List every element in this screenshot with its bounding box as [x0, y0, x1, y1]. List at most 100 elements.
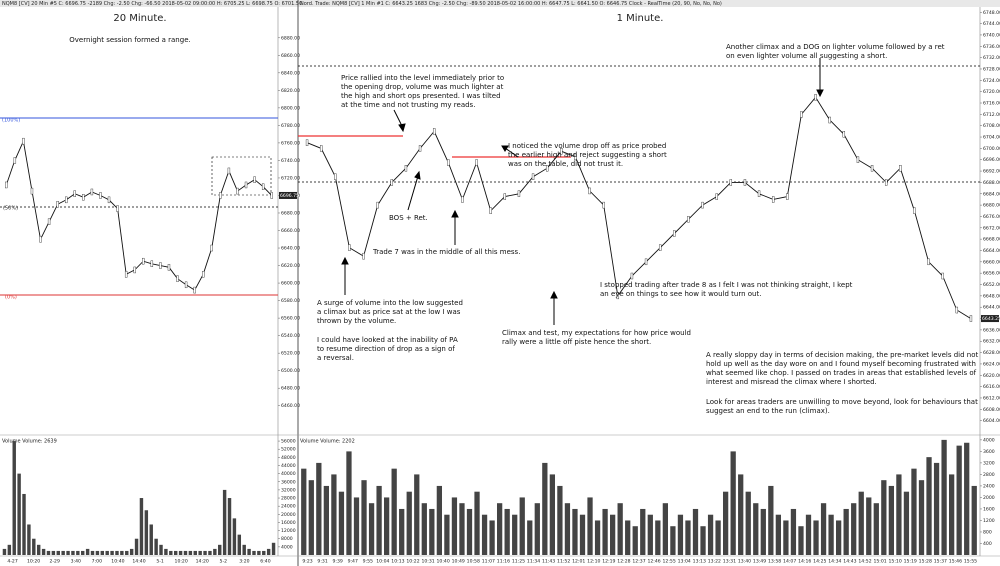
- price-bar: [927, 258, 930, 266]
- y-tick-label: 28000: [281, 496, 296, 502]
- volume-bar: [512, 514, 518, 555]
- volume-bar: [252, 550, 256, 555]
- annotation: on even lighter volume all suggesting a …: [726, 52, 887, 60]
- price-bar: [150, 260, 154, 268]
- y-tick-label: 6708.00: [983, 123, 1000, 129]
- volume-bar: [154, 538, 158, 555]
- price-bar: [202, 271, 205, 278]
- range-box: [211, 156, 272, 196]
- y-tick-label: 4000: [281, 544, 293, 550]
- volume-bar: [149, 524, 153, 555]
- price-bar: [630, 272, 634, 280]
- y-tick-label: 6604.00: [983, 418, 1000, 424]
- annotation: what seemed like chop. I passed on trade…: [706, 369, 977, 377]
- volume-bar: [858, 491, 864, 555]
- price-bar: [941, 272, 944, 280]
- annotation: rally were a little off piste hence the …: [502, 338, 651, 346]
- volume-bar: [406, 491, 412, 555]
- price-bar: [461, 196, 464, 203]
- volume-bar: [820, 503, 827, 555]
- price-bar: [969, 315, 973, 322]
- price-bar: [418, 145, 422, 152]
- x-tick-label: 10:49: [452, 559, 465, 565]
- volume-bar: [828, 514, 834, 555]
- volume-bar: [707, 514, 714, 555]
- price-bar: [176, 275, 179, 282]
- price-bar: [687, 216, 690, 223]
- y-tick-label: 6880.00: [281, 35, 300, 41]
- x-tick-label: 15:19: [904, 559, 917, 565]
- y-tick-label: 6680.00: [281, 210, 300, 216]
- price-bar: [116, 205, 119, 212]
- volume-bar: [183, 550, 188, 555]
- price-bar: [107, 196, 111, 204]
- volume-bar: [178, 550, 183, 555]
- x-tick-label: 12:37: [632, 559, 645, 565]
- volume-bar: [632, 526, 638, 555]
- level-label: (0%): [5, 295, 17, 301]
- volume-bar: [61, 550, 65, 555]
- volume-label: Volume Volume: 2202: [300, 439, 355, 445]
- arrow: [407, 175, 419, 211]
- price-bar: [884, 179, 888, 186]
- volume-bar: [338, 491, 345, 555]
- y-tick-label: 40000: [281, 471, 296, 477]
- annotation: was on the table, did not trust it.: [508, 160, 623, 168]
- volume-bar: [193, 550, 197, 555]
- x-tick-label: 14:25: [813, 559, 826, 565]
- x-tick-label: 12:01: [572, 559, 585, 565]
- y-tick-label: 6724.00: [983, 78, 1000, 84]
- x-tick-label: 10:04: [376, 559, 389, 565]
- x-tick-label: 13:13: [693, 559, 706, 565]
- x-tick-label: 11:52: [557, 559, 570, 565]
- volume-bar: [66, 550, 70, 555]
- volume-bar: [768, 485, 774, 555]
- price-bar: [913, 207, 916, 214]
- x-tick-label: 12:10: [587, 559, 600, 565]
- volume-bar: [346, 451, 352, 555]
- x-tick-label: 11:43: [542, 559, 555, 565]
- y-tick-label: 6664.00: [983, 248, 1000, 254]
- x-tick-label: 15:01: [873, 559, 886, 565]
- x-tick-label: 9:23: [302, 559, 312, 565]
- y-tick-label: 2000: [983, 495, 995, 501]
- volume-bar: [760, 508, 766, 555]
- volume-bar: [414, 474, 420, 555]
- y-tick-label: 6636.00: [983, 327, 1000, 333]
- price-bar: [5, 181, 8, 189]
- arrow-head: [414, 170, 421, 180]
- y-tick-label: 6740.00: [281, 158, 300, 164]
- volume-bar: [896, 474, 902, 555]
- volume-bar: [722, 491, 729, 555]
- price-bar: [743, 179, 747, 186]
- volume-bar: [391, 468, 397, 555]
- y-tick-label: 6620.00: [281, 263, 300, 269]
- y-tick-label: 6648.00: [983, 293, 1000, 299]
- x-tick-label: 9:39: [333, 559, 343, 565]
- price-bar: [757, 190, 761, 197]
- price-bar: [489, 207, 492, 214]
- price-bar: [319, 145, 323, 152]
- volume-bar: [139, 498, 144, 555]
- price-bar: [842, 131, 846, 138]
- volume-bar: [753, 503, 759, 555]
- volume-bar: [466, 508, 473, 555]
- y-tick-label: 6644.00: [983, 305, 1000, 311]
- price-bar: [545, 165, 549, 172]
- volume-bar: [227, 498, 232, 555]
- volume-bar: [353, 497, 360, 555]
- price-bar: [376, 201, 379, 209]
- x-tick-label: 13:58: [768, 559, 781, 565]
- price-bar: [210, 244, 213, 252]
- y-tick-label: 6668.00: [983, 237, 1000, 243]
- volume-bar: [715, 520, 721, 555]
- annotation: I could have looked at the inability of …: [317, 336, 458, 344]
- price-bar: [227, 167, 231, 175]
- price-bar: [142, 257, 145, 265]
- volume-bar: [888, 485, 895, 555]
- price-bar: [56, 201, 59, 208]
- annotation: A surge of volume into the low suggested: [317, 299, 463, 307]
- price-bar: [475, 159, 478, 166]
- volume-bar: [436, 485, 443, 555]
